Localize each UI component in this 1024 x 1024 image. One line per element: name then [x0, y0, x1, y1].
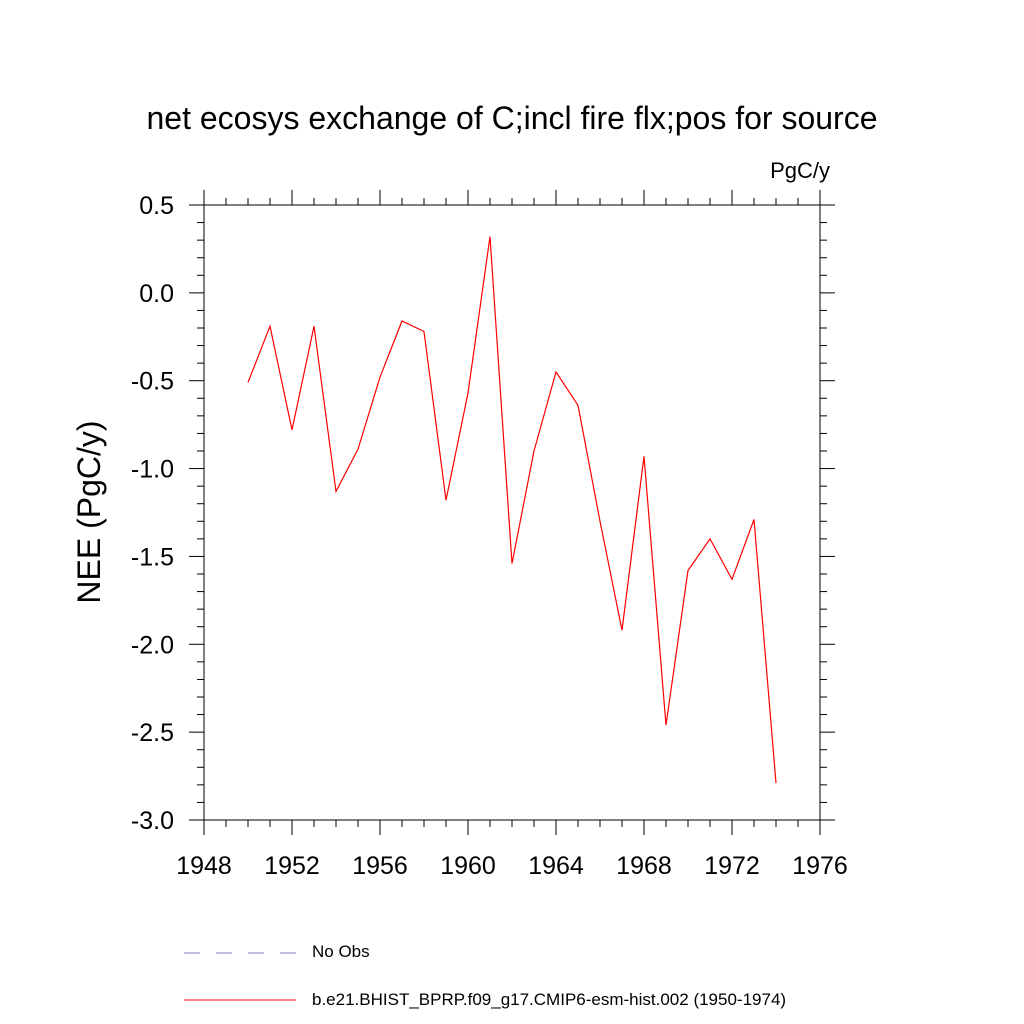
- y-tick-label: -3.0: [131, 807, 174, 835]
- x-tick-label: 1956: [352, 852, 408, 880]
- y-tick-label: -1.0: [131, 456, 174, 484]
- x-tick-label: 1948: [176, 852, 232, 880]
- x-tick-label: 1968: [616, 852, 672, 880]
- y-tick-label: 0.5: [139, 192, 174, 220]
- y-tick-label: -0.5: [131, 368, 174, 396]
- units-label: PgC/y: [770, 158, 830, 183]
- y-tick-label: 0.0: [139, 280, 174, 308]
- x-tick-label: 1976: [792, 852, 848, 880]
- y-tick-label: -1.5: [131, 543, 174, 571]
- x-tick-label: 1972: [704, 852, 760, 880]
- x-tick-label: 1952: [264, 852, 320, 880]
- y-axis-label: NEE (PgC/y): [71, 420, 107, 603]
- y-tick-label: -2.5: [131, 719, 174, 747]
- legend-label-no-obs: No Obs: [312, 942, 370, 961]
- series-layer: [247, 236, 777, 784]
- axes: 1948 1952 1956 1960 1964 1968 1972 1976 0.5 0.0 -0…: [131, 190, 848, 880]
- x-tick-label: 1960: [440, 852, 496, 880]
- y-tick-label: -2.0: [131, 631, 174, 659]
- legend-label-model: b.e21.BHIST_BPRP.f09_g17.CMIP6-esm-hist.…: [312, 990, 787, 1009]
- plot-frame: [203, 204, 821, 821]
- legend: [184, 952, 296, 1001]
- chart-title: net ecosys exchange of C;incl fire flx;p…: [146, 100, 878, 136]
- x-tick-label: 1964: [528, 852, 584, 880]
- series-line-0: [247, 236, 777, 784]
